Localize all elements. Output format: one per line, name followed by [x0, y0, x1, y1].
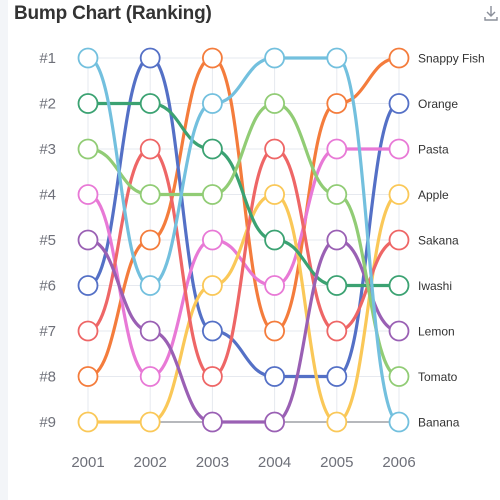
x-tick-label: 2006 [382, 454, 415, 471]
data-point[interactable] [388, 411, 410, 433]
data-point[interactable] [139, 184, 161, 205]
data-point[interactable] [201, 366, 223, 387]
data-point[interactable] [264, 47, 286, 69]
series-label: Iwashi [418, 279, 452, 293]
data-point[interactable] [201, 275, 223, 296]
data-point[interactable] [326, 411, 348, 433]
data-point[interactable] [388, 275, 410, 296]
data-point[interactable] [264, 184, 286, 205]
data-point[interactable] [264, 366, 286, 387]
y-tick-label: #7 [39, 323, 56, 340]
x-tick-label: 2001 [71, 454, 104, 471]
x-tick-label: 2004 [258, 454, 291, 471]
data-point[interactable] [201, 320, 223, 342]
y-tick-label: #1 [39, 50, 56, 67]
data-point[interactable] [388, 47, 410, 69]
series-label: Sakana [418, 234, 459, 248]
chart-title: Bump Chart (Ranking) [14, 3, 212, 24]
data-point[interactable] [264, 93, 286, 114]
y-tick-label: #2 [39, 96, 56, 113]
y-tick-label: #4 [39, 187, 56, 204]
data-point[interactable] [201, 184, 223, 205]
data-point[interactable] [326, 93, 348, 114]
x-tick-label: 2002 [134, 454, 167, 471]
data-point[interactable] [201, 93, 223, 114]
data-point[interactable] [326, 320, 348, 342]
series-label: Banana [418, 416, 460, 430]
data-point[interactable] [326, 138, 348, 160]
data-point[interactable] [388, 229, 410, 251]
series-label: Snappy Fish [418, 52, 485, 66]
data-point[interactable] [139, 138, 161, 160]
data-point[interactable] [264, 138, 286, 160]
series-line-apple[interactable] [86, 192, 401, 424]
data-point[interactable] [139, 93, 161, 114]
data-point[interactable] [139, 320, 161, 342]
data-point[interactable] [77, 411, 99, 433]
y-tick-label: #9 [39, 414, 56, 431]
download-icon[interactable] [482, 4, 500, 22]
data-point[interactable] [77, 184, 99, 205]
data-point[interactable] [388, 138, 410, 160]
data-point[interactable] [326, 275, 348, 296]
series-line-banana[interactable] [86, 56, 401, 424]
x-tick-label: 2003 [196, 454, 229, 471]
data-point[interactable] [264, 275, 286, 296]
data-point[interactable] [264, 411, 286, 433]
data-point[interactable] [326, 229, 348, 251]
y-tick-label: #3 [39, 141, 56, 158]
y-tick-label: #8 [39, 369, 56, 386]
data-point[interactable] [326, 366, 348, 387]
data-point[interactable] [77, 138, 99, 160]
series-label: Tomato [418, 370, 458, 384]
data-point[interactable] [201, 47, 223, 69]
data-point[interactable] [264, 229, 286, 251]
data-point[interactable] [77, 47, 99, 69]
y-tick-label: #6 [39, 278, 56, 295]
data-point[interactable] [388, 93, 410, 114]
data-point[interactable] [77, 229, 99, 251]
data-point[interactable] [201, 411, 223, 433]
data-point[interactable] [388, 320, 410, 342]
y-tick-label: #5 [39, 232, 56, 249]
data-point[interactable] [139, 229, 161, 251]
data-point[interactable] [139, 275, 161, 296]
data-point[interactable] [139, 47, 161, 69]
data-point[interactable] [326, 47, 348, 69]
data-point[interactable] [201, 138, 223, 160]
series-line-lemon[interactable] [86, 238, 401, 424]
data-point[interactable] [201, 229, 223, 251]
data-point[interactable] [77, 275, 99, 296]
data-point[interactable] [388, 184, 410, 205]
series-label: Apple [418, 188, 449, 202]
data-point[interactable] [77, 93, 99, 114]
data-point[interactable] [139, 411, 161, 433]
series-label: Orange [418, 97, 458, 111]
series-label: Lemon [418, 325, 455, 339]
data-point[interactable] [326, 184, 348, 205]
series-label: Pasta [418, 143, 449, 157]
data-point[interactable] [139, 366, 161, 387]
data-point[interactable] [388, 366, 410, 387]
x-tick-label: 2005 [320, 454, 353, 471]
data-point[interactable] [264, 320, 286, 342]
data-point[interactable] [77, 320, 99, 342]
data-point[interactable] [77, 366, 99, 387]
